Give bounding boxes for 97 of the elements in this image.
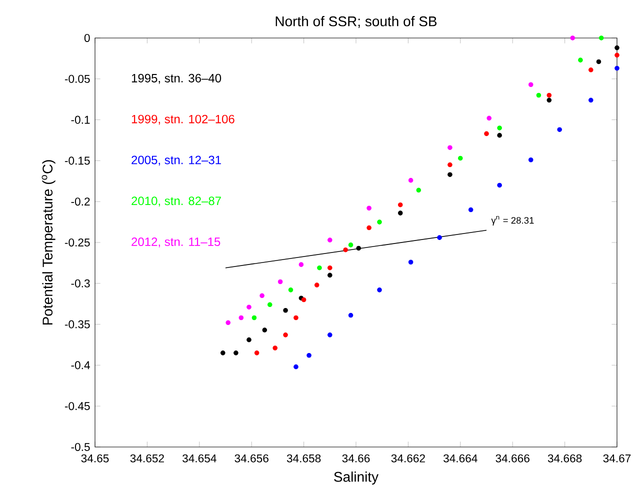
chart-title: North of SSR; south of SB xyxy=(276,16,437,28)
point xyxy=(398,202,403,208)
point xyxy=(497,132,502,138)
point xyxy=(220,350,226,356)
y-tick-label: -0.2 xyxy=(71,198,90,206)
point xyxy=(356,246,362,251)
x-tick-label: 34.652 xyxy=(130,454,164,462)
point xyxy=(327,272,332,278)
point xyxy=(327,238,332,242)
text: 1995, stn. 36–40 xyxy=(132,74,222,84)
point xyxy=(458,156,463,161)
point xyxy=(283,332,288,338)
y-tick-label: -0.3 xyxy=(71,279,90,288)
point xyxy=(246,337,252,342)
point xyxy=(348,312,354,318)
point xyxy=(294,364,298,370)
text: 2005, stn. 12–31 xyxy=(132,156,221,166)
point xyxy=(262,328,268,332)
point xyxy=(288,288,294,292)
y-tick-label: -0.45 xyxy=(64,402,90,410)
point xyxy=(598,36,604,40)
point xyxy=(528,157,534,162)
y-tick-label: -0.15 xyxy=(64,156,90,165)
point xyxy=(301,297,306,302)
point xyxy=(327,332,332,338)
point xyxy=(528,82,534,88)
y-tick-label: -0.25 xyxy=(64,238,90,246)
point xyxy=(366,225,372,230)
y-tick-label: -0.5 xyxy=(71,442,90,451)
point xyxy=(283,308,288,313)
point xyxy=(343,247,348,252)
x-tick-label: 34.656 xyxy=(234,454,268,462)
point xyxy=(226,320,231,326)
point xyxy=(570,36,576,40)
point xyxy=(377,288,382,292)
point xyxy=(272,346,278,350)
point xyxy=(614,45,620,50)
text: 2012, stn. 11–15 xyxy=(132,238,220,248)
point xyxy=(486,116,492,121)
point xyxy=(614,66,620,71)
point xyxy=(294,315,298,320)
point xyxy=(578,58,583,62)
point xyxy=(408,178,414,183)
point xyxy=(448,162,452,168)
point xyxy=(484,131,489,136)
point xyxy=(260,293,264,298)
point xyxy=(408,260,414,265)
point xyxy=(588,67,594,72)
point xyxy=(437,235,442,240)
y-tick-label: 0 xyxy=(84,34,90,42)
point xyxy=(398,210,403,216)
point xyxy=(254,350,260,356)
text: 2010, stn. 82–87 xyxy=(132,196,221,207)
x-tick-label: 34.664 xyxy=(444,454,478,462)
point xyxy=(327,265,332,270)
x-tick-label: 34.65 xyxy=(81,454,109,462)
x-tick-label: 34.666 xyxy=(496,454,530,462)
y-tick-label: -0.4 xyxy=(71,361,90,370)
x-tick-label: 34.654 xyxy=(182,454,216,462)
point xyxy=(497,126,502,130)
point xyxy=(448,145,452,150)
x-tick-label: 34.67 xyxy=(603,454,631,462)
point xyxy=(377,220,382,224)
point xyxy=(314,282,320,288)
annotation: γ$^{n}$ = 28.31 xyxy=(491,216,534,226)
point xyxy=(546,98,552,103)
y-axis-title: Potential Temperature ($^{o}$C) xyxy=(42,160,56,325)
y-tick-label: -0.05 xyxy=(64,74,90,83)
point xyxy=(497,182,502,188)
point xyxy=(298,262,304,267)
point xyxy=(252,315,257,320)
point xyxy=(278,279,283,284)
x-tick-label: 34.662 xyxy=(391,454,425,462)
point xyxy=(557,127,562,132)
point xyxy=(366,206,372,211)
point xyxy=(238,315,244,320)
y-tick-label: -0.1 xyxy=(71,116,90,124)
point xyxy=(588,98,594,103)
point xyxy=(448,172,452,177)
point xyxy=(536,92,542,98)
point xyxy=(348,242,354,248)
point xyxy=(267,302,272,308)
x-tick-label: 34.66 xyxy=(342,454,370,462)
x-axis-title: Salinity xyxy=(334,472,379,485)
point xyxy=(596,59,602,64)
y-tick-label: -0.35 xyxy=(64,320,90,328)
point xyxy=(546,92,552,98)
text: 1999, stn. 102–106 xyxy=(132,114,234,125)
point xyxy=(468,207,474,212)
point xyxy=(234,350,238,356)
point xyxy=(246,304,252,310)
point xyxy=(317,265,322,270)
point xyxy=(416,188,422,193)
point xyxy=(306,352,312,358)
x-tick-label: 34.658 xyxy=(286,454,321,462)
x-tick-label: 34.668 xyxy=(548,454,582,462)
point xyxy=(614,52,620,58)
